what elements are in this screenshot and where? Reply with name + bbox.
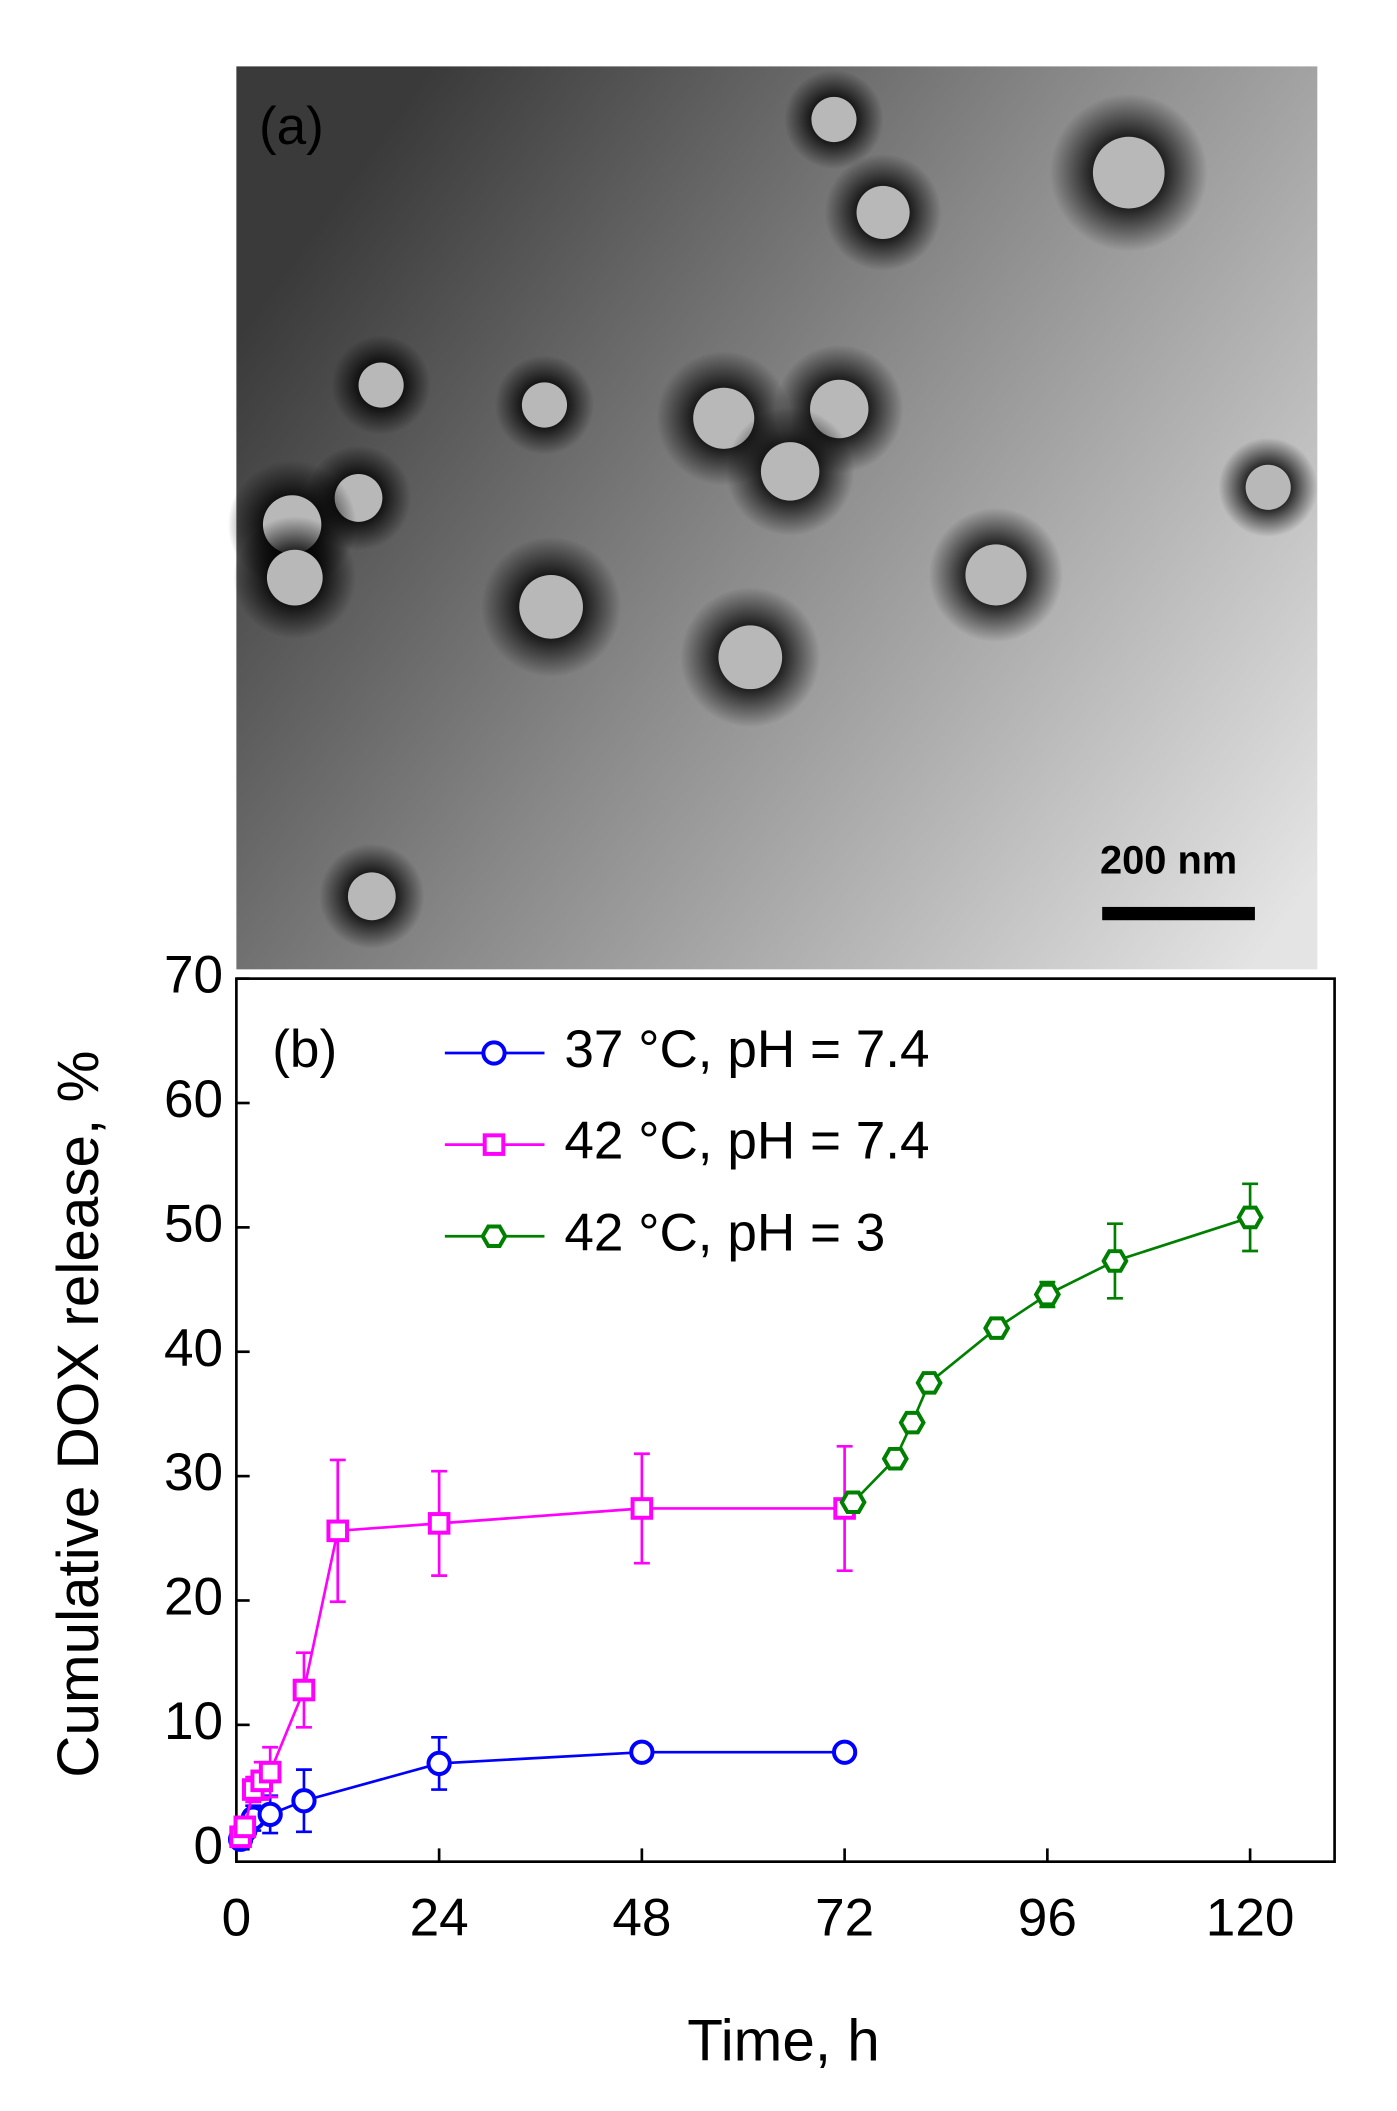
marker <box>291 1788 317 1814</box>
marker <box>233 1815 257 1839</box>
marker <box>881 1446 909 1471</box>
y-tick-label: 0 <box>194 1816 224 1875</box>
marker <box>983 1316 1011 1340</box>
particle <box>266 549 323 606</box>
y-axis-label: Cumulative DOX release, % <box>46 1051 111 1778</box>
y-tick-label: 70 <box>164 946 223 1005</box>
panel-a-label: (a) <box>259 97 324 156</box>
particle <box>718 625 783 690</box>
marker <box>258 1760 282 1784</box>
marker <box>1101 1249 1129 1273</box>
legend-marker <box>482 1133 506 1156</box>
marker <box>426 1750 452 1777</box>
particle <box>1092 136 1165 209</box>
x-tick-label: 24 <box>410 1888 469 1947</box>
x-tick-label: 96 <box>1018 1888 1077 1947</box>
marker <box>629 1739 655 1765</box>
x-tick-label: 48 <box>612 1888 671 1947</box>
y-tick-label: 40 <box>164 1319 223 1378</box>
marker <box>831 1739 858 1765</box>
marker <box>1236 1205 1264 1230</box>
y-tick-label: 60 <box>164 1070 223 1129</box>
x-tick-label: 72 <box>815 1888 874 1947</box>
tem-image: (a) 200 nm <box>227 66 1318 970</box>
particle <box>347 872 396 921</box>
particle <box>965 544 1027 606</box>
legend-label: 42 °C, pH = 7.4 <box>564 1112 929 1171</box>
marker <box>898 1410 926 1435</box>
y-tick-label: 10 <box>164 1692 223 1751</box>
x-tick-label: 120 <box>1206 1888 1295 1947</box>
y-tick-label: 30 <box>164 1443 223 1502</box>
series-line <box>239 1507 845 1838</box>
scale-bar <box>1102 906 1255 921</box>
legend-label: 37 °C, pH = 7.4 <box>564 1020 929 1079</box>
legend-marker <box>480 1224 508 1249</box>
x-axis-label: Time, h <box>687 2008 880 2073</box>
y-tick-label: 50 <box>164 1194 223 1253</box>
marker <box>1033 1282 1061 1307</box>
particles <box>227 69 1318 949</box>
legend-marker <box>481 1040 507 1066</box>
y-tick-label: 20 <box>164 1568 223 1627</box>
particle <box>358 362 404 408</box>
x-tick-label: 0 <box>222 1888 252 1947</box>
panel-b-label: (b) <box>272 1020 337 1079</box>
particle <box>521 382 568 428</box>
particle <box>760 442 820 501</box>
marker <box>630 1497 654 1520</box>
particle <box>1245 464 1291 510</box>
particle <box>811 96 857 143</box>
scale-bar-label: 200 nm <box>1100 839 1237 883</box>
marker <box>292 1678 316 1702</box>
marker <box>427 1512 451 1535</box>
particle <box>856 185 910 240</box>
marker <box>915 1371 943 1395</box>
marker <box>257 1801 283 1828</box>
marker <box>839 1490 867 1515</box>
marker <box>326 1519 350 1543</box>
legend-label: 42 °C, pH = 3 <box>564 1203 885 1262</box>
plot-frame <box>235 977 1336 1863</box>
particle <box>519 574 583 639</box>
